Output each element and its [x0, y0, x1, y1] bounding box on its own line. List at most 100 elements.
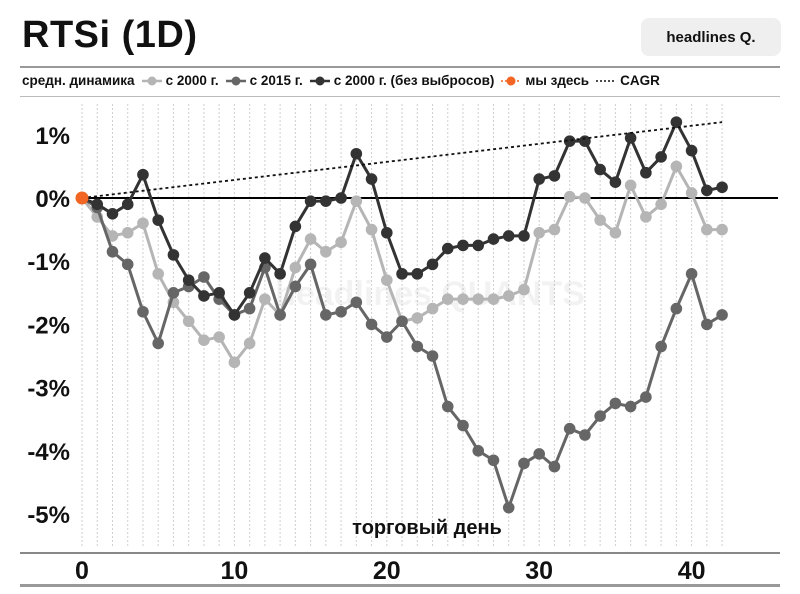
data-point-1: [518, 457, 530, 470]
data-point-2: [228, 309, 241, 321]
legend-item-we-are-here: мы здесь: [500, 73, 589, 88]
data-point-0: [624, 179, 637, 192]
data-point-1: [716, 309, 728, 321]
data-point-0: [350, 195, 363, 207]
legend-item-label: с 2000 г.: [165, 73, 219, 88]
data-point-0: [441, 293, 454, 305]
data-point-2: [563, 135, 576, 147]
data-point-2: [365, 173, 378, 185]
data-point-1: [533, 448, 545, 460]
data-point-0: [487, 293, 500, 305]
data-point-0: [243, 337, 256, 350]
brand-badge: headlines Q.: [641, 18, 781, 56]
data-point-0: [640, 211, 652, 223]
footer-divider: [20, 584, 780, 587]
data-point-2: [350, 147, 363, 160]
data-point-0: [472, 293, 485, 305]
data-point-1: [594, 410, 606, 422]
data-point-1: [152, 337, 164, 350]
chart-title: RTSi (1D): [22, 14, 198, 56]
data-point-2: [548, 170, 561, 182]
data-point-2: [670, 116, 683, 128]
data-point-2: [213, 287, 225, 299]
data-point-0: [381, 274, 393, 286]
data-point-1: [198, 271, 210, 283]
data-point-1: [167, 287, 180, 299]
data-point-0: [518, 283, 530, 296]
data-point-1: [502, 501, 515, 514]
data-point-2: [624, 132, 637, 144]
data-point-1: [457, 419, 469, 432]
y-tick-label: 0%: [35, 186, 70, 213]
data-point-2: [472, 239, 485, 252]
legend-swatch-we-are-here: [501, 76, 522, 85]
data-point-1: [655, 340, 667, 353]
data-point-2: [91, 198, 104, 211]
legend: средн. динамика с 2000 г. с 2015 г. с 20…: [22, 73, 666, 88]
data-point-0: [213, 331, 225, 343]
data-point-1: [472, 445, 485, 457]
data-point-2: [243, 287, 256, 299]
data-point-1: [670, 302, 683, 315]
data-point-1: [548, 460, 561, 473]
data-point-0: [304, 233, 317, 245]
header-divider: [20, 66, 780, 68]
data-point-2: [167, 249, 180, 261]
data-point-1: [685, 268, 698, 280]
data-point-0: [594, 214, 606, 226]
data-point-2: [259, 252, 271, 264]
data-point-1: [289, 280, 302, 293]
data-point-1: [426, 350, 439, 362]
data-point-2: [320, 195, 332, 207]
data-point-2: [441, 242, 454, 255]
data-point-2: [411, 268, 424, 280]
legend-swatch-2015: [225, 76, 246, 85]
data-point-0: [701, 223, 713, 236]
legend-swatch-2000-no-outliers: [309, 76, 330, 85]
x-tick-label: 20: [373, 557, 401, 585]
data-point-2: [609, 176, 622, 188]
y-tick-label: -5%: [27, 502, 70, 529]
data-point-1: [441, 400, 454, 413]
legend-item-2000: с 2000 г.: [141, 73, 219, 88]
legend-item-label: с 2000 г. (без выбросов): [333, 73, 495, 88]
legend-swatch-cagr: [596, 79, 617, 82]
x-tick-label: 30: [525, 557, 553, 585]
data-point-2: [121, 198, 134, 211]
legend-item-label: мы здесь: [525, 73, 590, 88]
data-point-1: [411, 340, 424, 353]
data-point-0: [533, 226, 545, 239]
data-point-4: [75, 191, 89, 205]
data-point-2: [289, 220, 302, 233]
data-point-2: [487, 233, 500, 245]
data-point-2: [579, 135, 591, 147]
x-tick-label: 40: [678, 557, 706, 585]
data-point-2: [335, 192, 347, 204]
data-point-2: [381, 226, 393, 239]
data-point-2: [457, 239, 469, 252]
y-tick-label: -4%: [27, 439, 70, 466]
y-tick-label: -1%: [27, 249, 70, 276]
data-point-1: [579, 429, 591, 441]
data-point-0: [289, 261, 302, 274]
data-point-0: [716, 223, 728, 236]
data-point-2: [716, 181, 728, 194]
data-point-1: [121, 258, 134, 271]
legend-item-2000-no-outliers: с 2000 г. (без выбросов): [309, 73, 495, 88]
data-point-1: [350, 296, 363, 309]
data-point-2: [640, 166, 652, 179]
data-point-0: [579, 192, 591, 204]
data-point-2: [685, 144, 698, 157]
data-point-0: [411, 312, 424, 324]
data-point-1: [335, 305, 347, 318]
y-tick-label: 1%: [35, 123, 70, 150]
data-point-0: [457, 293, 469, 305]
data-point-2: [655, 151, 667, 163]
data-point-0: [152, 268, 164, 280]
data-point-0: [137, 217, 149, 230]
data-point-1: [701, 318, 713, 331]
y-tick-label: -3%: [27, 376, 70, 403]
data-point-1: [609, 397, 622, 410]
data-point-1: [304, 258, 317, 271]
